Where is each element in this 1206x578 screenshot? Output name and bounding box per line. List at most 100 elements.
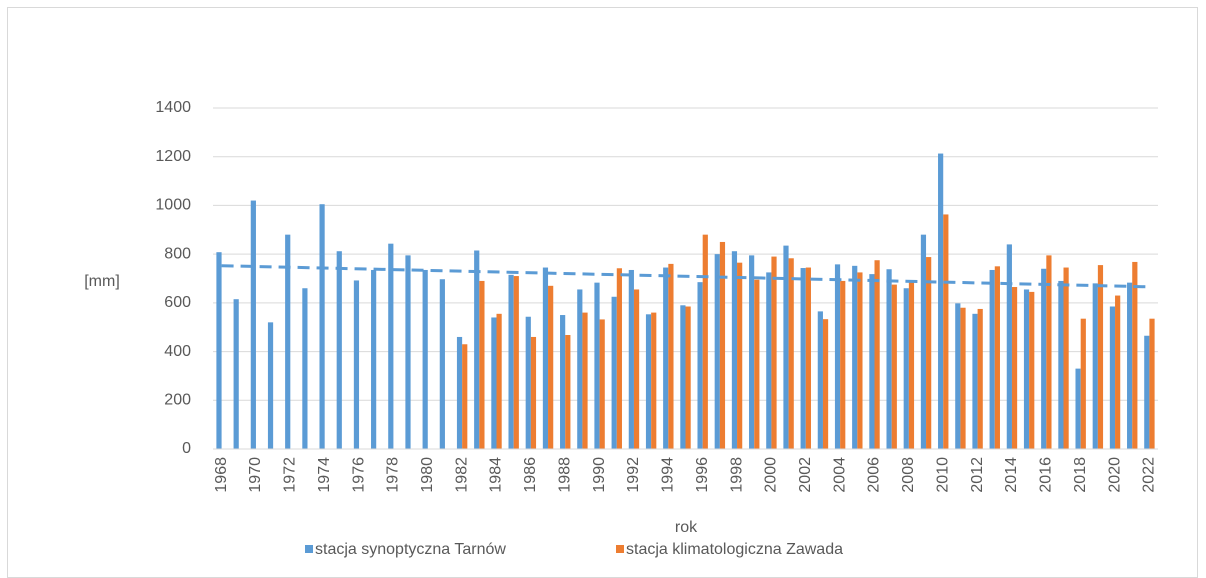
bar xyxy=(714,254,720,449)
bar xyxy=(805,267,811,449)
bar xyxy=(1006,244,1012,449)
legend-label: stacja synoptyczna Tarnów xyxy=(315,541,506,558)
bar xyxy=(783,245,789,449)
bar xyxy=(697,282,703,449)
bar xyxy=(577,289,583,449)
bar xyxy=(938,153,944,449)
x-tick-label: 2016 xyxy=(1038,457,1055,493)
bar xyxy=(371,269,377,449)
bar xyxy=(702,234,708,449)
bar xyxy=(633,289,640,449)
y-tick-label: 1200 xyxy=(155,148,191,165)
y-tick-label: 400 xyxy=(164,343,191,360)
bar xyxy=(1097,265,1104,449)
x-tick-label: 2000 xyxy=(763,457,780,493)
bar xyxy=(731,251,738,449)
x-tick-label: 1992 xyxy=(625,457,642,493)
bar xyxy=(422,269,428,449)
x-tick-label: 1988 xyxy=(556,457,573,493)
bar xyxy=(685,306,691,449)
bar xyxy=(663,267,669,449)
legend-swatch xyxy=(305,545,313,553)
bar xyxy=(462,344,468,449)
x-tick-label: 2004 xyxy=(831,457,848,493)
bar xyxy=(388,243,394,449)
bar xyxy=(719,241,726,449)
bar xyxy=(926,257,932,449)
bar xyxy=(668,263,674,449)
bar xyxy=(874,260,880,449)
bar xyxy=(1058,280,1064,449)
bar xyxy=(994,266,1000,449)
x-tick-label: 2022 xyxy=(1141,457,1158,493)
bar xyxy=(903,288,909,449)
bar xyxy=(405,255,411,449)
bar xyxy=(989,269,995,449)
bar xyxy=(616,268,622,449)
bar xyxy=(474,250,480,449)
bar xyxy=(886,269,892,449)
x-tick-label: 2006 xyxy=(866,457,883,493)
bar xyxy=(749,255,755,449)
bar xyxy=(1041,268,1047,449)
bar xyxy=(508,274,514,449)
trend-line xyxy=(221,264,1150,289)
bar xyxy=(766,272,772,449)
x-tick-label: 1994 xyxy=(660,457,677,493)
legend-swatch xyxy=(616,545,624,553)
y-tick-label: 200 xyxy=(164,392,191,409)
bar xyxy=(817,311,823,449)
bar xyxy=(456,336,463,449)
bar xyxy=(680,305,686,449)
bar xyxy=(977,308,983,449)
bar xyxy=(1144,335,1150,449)
bar xyxy=(834,264,841,449)
bar xyxy=(542,267,549,449)
bar xyxy=(857,272,863,449)
x-tick-label: 1986 xyxy=(522,457,539,493)
bar xyxy=(1011,287,1018,449)
bar xyxy=(285,234,291,449)
bar xyxy=(513,276,519,449)
bar xyxy=(651,312,657,449)
legend-label: stacja klimatologiczna Zawada xyxy=(626,541,843,558)
x-tick-label: 2012 xyxy=(969,457,986,493)
bar xyxy=(891,284,897,449)
x-tick-label: 1976 xyxy=(350,457,367,493)
bar xyxy=(479,280,485,449)
bar xyxy=(525,316,531,449)
y-tick-label: 1400 xyxy=(155,99,191,116)
bar xyxy=(1080,318,1086,449)
bar xyxy=(920,234,927,449)
bar xyxy=(771,256,777,449)
y-tick-label: 600 xyxy=(164,294,191,311)
bar xyxy=(319,204,325,449)
bar xyxy=(1092,283,1098,449)
bar xyxy=(1132,261,1138,449)
bar xyxy=(548,285,554,449)
bar xyxy=(754,279,760,449)
bar xyxy=(530,336,537,449)
bar xyxy=(852,265,858,449)
bar xyxy=(1029,291,1035,449)
x-tick-label: 1974 xyxy=(316,457,333,493)
bar xyxy=(1075,368,1081,449)
bar xyxy=(1149,318,1155,449)
bar xyxy=(1109,306,1116,449)
y-tick-label: 1000 xyxy=(155,197,191,214)
x-tick-label: 2018 xyxy=(1072,457,1089,493)
bar xyxy=(1115,295,1121,449)
bar xyxy=(1046,255,1052,449)
bar xyxy=(250,200,256,449)
bar xyxy=(439,279,445,449)
bar xyxy=(594,282,600,449)
bar xyxy=(955,303,961,449)
bar xyxy=(565,335,571,449)
x-tick-label: 2002 xyxy=(797,457,814,493)
x-tick-label: 1972 xyxy=(282,457,299,493)
bar xyxy=(599,319,605,449)
x-tick-label: 2008 xyxy=(900,457,917,493)
x-tick-label: 1968 xyxy=(213,457,230,493)
bar xyxy=(822,319,829,449)
